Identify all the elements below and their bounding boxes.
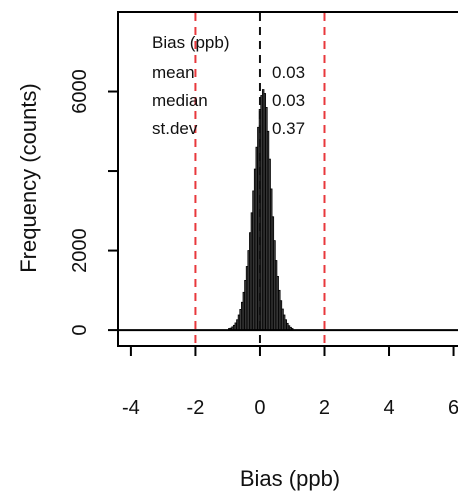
x-tick-label: 4	[383, 397, 394, 419]
legend-mean-value: 0.03	[272, 63, 305, 82]
x-tick-label: 6	[448, 397, 458, 419]
legend-median-label: median	[152, 91, 208, 110]
legend-median-value: 0.03	[272, 91, 305, 110]
y-axis-ticks: 0 2000 6000	[69, 69, 118, 336]
y-axis-label: Frequency (counts)	[16, 83, 41, 273]
x-tick-label: -2	[187, 397, 205, 419]
legend-mean-label: mean	[152, 63, 195, 82]
x-tick-label: -4	[122, 397, 140, 419]
legend-title: Bias (ppb)	[152, 33, 229, 52]
legend-stdev-value: 0.37	[272, 119, 305, 138]
y-tick-label: 2000	[69, 228, 91, 272]
histogram-bars	[228, 89, 294, 331]
legend-stdev-label: st.dev	[152, 119, 198, 138]
x-tick-label: 0	[254, 397, 265, 419]
y-tick-label: 0	[69, 325, 91, 336]
stats-legend: Bias (ppb) mean 0.03 median 0.03 st.dev …	[152, 33, 305, 138]
y-tick-label: 6000	[69, 69, 91, 114]
x-axis-ticks: -4 -2 0 2 4 6	[122, 345, 458, 419]
x-tick-label: 2	[319, 397, 330, 419]
x-axis-label: Bias (ppb)	[240, 466, 340, 491]
